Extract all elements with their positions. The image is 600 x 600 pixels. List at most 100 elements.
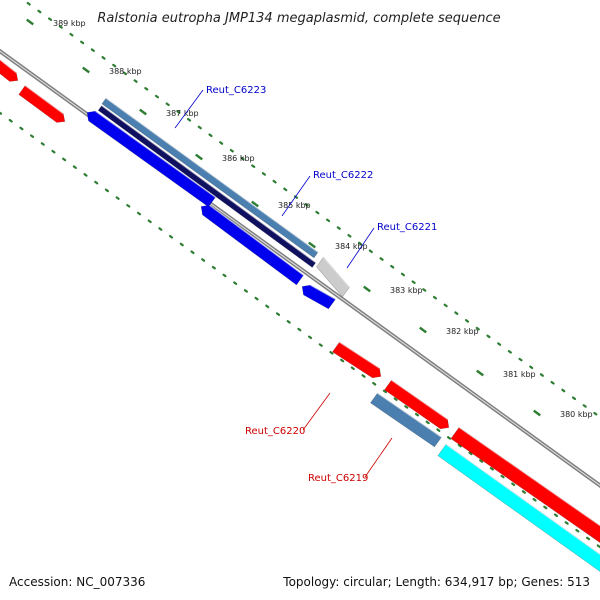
- tick-dot: [561, 388, 566, 393]
- tick-dot: [30, 134, 35, 139]
- tick-dot: [379, 257, 384, 261]
- tick-dot: [0, 111, 3, 115]
- feature-gray[interactable]: [316, 256, 351, 298]
- tick-dot: [94, 180, 99, 185]
- tick-dot: [211, 265, 216, 270]
- tick-dot: [69, 32, 74, 37]
- tick-dot: [158, 227, 163, 231]
- tick-dot: [518, 357, 523, 362]
- reverse-gene-arrow[interactable]: [301, 284, 336, 310]
- feature-tracks: [0, 48, 600, 575]
- tick-dot: [585, 536, 591, 541]
- tick-dot: [382, 389, 387, 394]
- feature-steel-upper[interactable]: [101, 97, 319, 259]
- tick-dot: [329, 350, 334, 355]
- tick-dot: [72, 165, 77, 169]
- tick-dot: [190, 250, 195, 255]
- tick-dot: [297, 327, 302, 332]
- outer-tick-track: [26, 1, 598, 416]
- gene-label[interactable]: Reut_C6221: [377, 222, 437, 233]
- tick-dot: [112, 63, 117, 68]
- gene-label-lines: [174, 89, 393, 478]
- tick-dot: [62, 157, 67, 162]
- tick-dot: [596, 544, 600, 548]
- major-tick: [82, 66, 90, 74]
- tick-label: 382 kbp: [446, 327, 479, 336]
- tick-dot: [404, 405, 409, 409]
- tick-dots: [0, 1, 600, 548]
- tick-dot: [19, 126, 24, 131]
- tick-dot: [243, 289, 248, 293]
- tick-dot: [147, 219, 152, 224]
- tick-dot: [48, 17, 53, 22]
- tick-dot: [169, 234, 174, 239]
- tick-dot: [414, 412, 420, 417]
- gene-label[interactable]: Reut_C6223: [206, 85, 266, 96]
- major-tick: [195, 153, 203, 161]
- tick-dot: [497, 342, 502, 346]
- tick-dot: [400, 272, 405, 277]
- tick-dot: [425, 420, 430, 425]
- tick-dot: [454, 311, 459, 315]
- tick-dot: [521, 490, 526, 494]
- feature-steel-lower[interactable]: [370, 392, 442, 448]
- tick-dot: [286, 320, 291, 324]
- tick-dot: [318, 343, 323, 347]
- tick-dot: [479, 459, 484, 463]
- tick-dot: [176, 110, 181, 114]
- tick-dot: [336, 226, 341, 230]
- tick-dot: [446, 436, 452, 440]
- forward-gene-arrow[interactable]: [332, 341, 382, 379]
- tick-dot: [575, 528, 580, 533]
- tick-label: 383 kbp: [390, 286, 423, 295]
- major-tick: [139, 108, 147, 116]
- tick-dot: [432, 295, 438, 300]
- tick-dot: [126, 204, 131, 208]
- tick-dot: [307, 335, 313, 340]
- forward-gene-arrow[interactable]: [18, 84, 66, 123]
- tick-dot: [475, 326, 480, 331]
- gene-label[interactable]: Reut_C6219: [308, 473, 368, 484]
- tick-dot: [8, 118, 13, 123]
- major-tick: [533, 409, 541, 417]
- tick-dot: [80, 40, 85, 45]
- major-tick: [476, 369, 484, 377]
- feature-cyan[interactable]: [437, 443, 600, 575]
- tick-label: 380 kbp: [560, 410, 593, 419]
- tick-dot: [507, 350, 512, 354]
- tick-dot: [136, 211, 142, 216]
- feature-dark-strip[interactable]: [97, 105, 317, 268]
- tick-labels: 389 kbp 388 kbp 387 kbp 386 kbp 385 kbp 384 k…: [26, 18, 593, 419]
- tick-dot: [222, 273, 227, 278]
- major-tick: [251, 200, 259, 208]
- tick-dot: [571, 396, 577, 401]
- gene-label-line: [302, 392, 331, 431]
- tick-label: 387 kbp: [166, 109, 199, 118]
- tick-dot: [457, 443, 462, 448]
- reverse-gene-arrow[interactable]: [200, 204, 304, 286]
- tick-dot: [154, 94, 160, 99]
- tick-dot: [251, 164, 256, 168]
- tick-label: 384 kbp: [335, 242, 368, 251]
- tick-dot: [390, 264, 395, 269]
- tick-dot: [197, 125, 202, 130]
- tick-dot: [468, 451, 473, 456]
- tick-dot: [368, 249, 373, 254]
- topology-summary: Topology: circular; Length: 634,917 bp; …: [283, 575, 590, 589]
- tick-dot: [511, 482, 516, 487]
- tick-dot: [436, 428, 441, 432]
- reverse-gene-arrow[interactable]: [86, 110, 216, 208]
- tick-dot: [532, 497, 537, 502]
- forward-gene-arrow[interactable]: [0, 58, 19, 82]
- tick-dot: [240, 156, 245, 161]
- gene-label-line: [174, 89, 204, 129]
- major-tick: [308, 241, 316, 249]
- forward-gene-arrow[interactable]: [384, 379, 450, 430]
- tick-dot: [593, 411, 598, 416]
- gene-label[interactable]: Reut_C6220: [245, 426, 305, 437]
- tick-dot: [219, 141, 224, 145]
- gene-label[interactable]: Reut_C6222: [313, 170, 373, 181]
- tick-dot: [233, 281, 238, 285]
- forward-gene-arrow[interactable]: [450, 426, 600, 553]
